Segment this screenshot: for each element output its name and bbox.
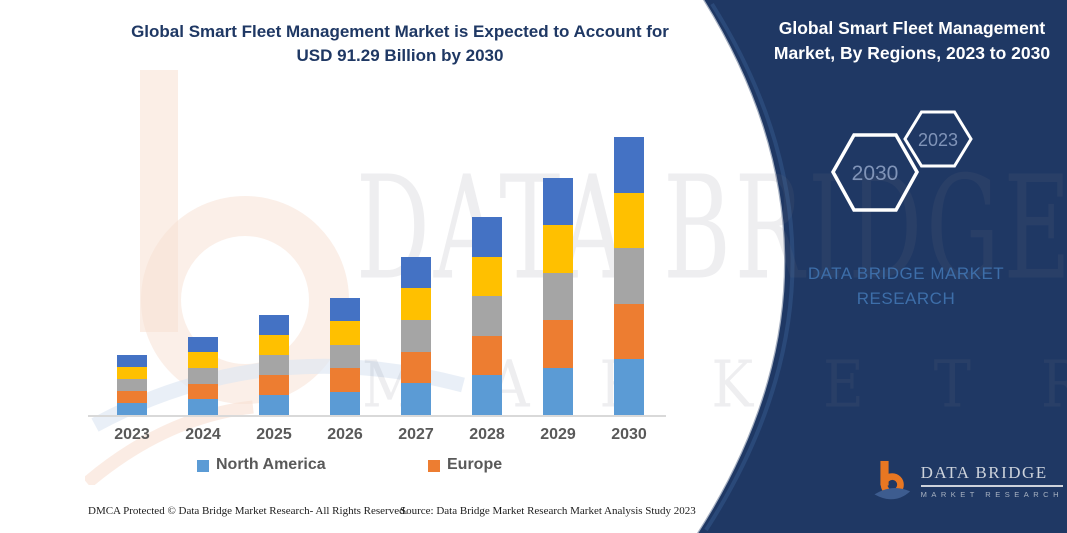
hexagon-2030-label: 2030 — [852, 162, 899, 185]
bar-segment-North America — [543, 367, 573, 415]
x-axis-label-2025: 2025 — [256, 426, 292, 443]
plot-area — [88, 130, 666, 417]
bar-segment-North America — [188, 399, 218, 415]
bar-segment-region-4 — [472, 256, 502, 297]
logo-name: DATA BRIDGE — [920, 463, 1063, 487]
bar-2024 — [188, 336, 218, 415]
legend-swatch-europe — [428, 459, 440, 472]
bar-segment-region-3 — [188, 367, 218, 384]
bar-segment-region-3 — [614, 248, 644, 304]
bar-segment-region-5 — [117, 354, 147, 367]
logo-subtitle: MARKET RESEARCH — [920, 490, 1063, 499]
legend-label-north-america: North America — [216, 456, 326, 473]
bar-segment-region-4 — [259, 335, 289, 355]
dmca-notice: DMCA Protected © Data Bridge Market Rese… — [88, 505, 408, 517]
bar-2030 — [614, 137, 644, 415]
bar-segment-region-5 — [259, 315, 289, 335]
x-axis-labels: 2023 2024 2025 2026 2027 2028 2029 2030 — [88, 420, 666, 448]
x-axis-label-2024: 2024 — [185, 426, 221, 443]
bar-segment-region-3 — [472, 296, 502, 336]
x-axis-label-2027: 2027 — [398, 426, 434, 443]
panel-inner-curve — [704, 2, 795, 532]
bar-segment-Europe — [117, 390, 147, 403]
bar-segment-region-5 — [401, 256, 431, 289]
bar-segment-North America — [117, 402, 147, 415]
bar-segment-region-5 — [614, 137, 644, 193]
bar-segment-region-3 — [259, 355, 289, 375]
bar-2026 — [330, 297, 360, 415]
bar-segment-region-3 — [401, 319, 431, 352]
bar-segment-region-4 — [614, 192, 644, 249]
bar-segment-region-5 — [188, 336, 218, 353]
bar-2028 — [472, 217, 502, 415]
legend-item-europe: Europe — [428, 456, 502, 474]
bar-segment-Europe — [259, 375, 289, 395]
side-panel-brand-text: DATA BRIDGE MARKET RESEARCH — [790, 262, 1022, 311]
bar-segment-region-5 — [330, 297, 360, 321]
bar-segment-Europe — [543, 320, 573, 368]
bar-2023 — [117, 354, 147, 415]
hexagon-2023 — [903, 110, 973, 168]
bar-segment-region-4 — [330, 321, 360, 345]
bar-segment-Europe — [188, 383, 218, 400]
side-panel-title: Global Smart Fleet Management Market, By… — [773, 18, 1051, 63]
bar-segment-Europe — [472, 335, 502, 376]
bar-2027 — [401, 256, 431, 415]
panel-edge-highlight — [695, 0, 786, 533]
bar-segment-North America — [472, 375, 502, 415]
bar-segment-region-4 — [188, 352, 218, 368]
bar-segment-region-4 — [401, 288, 431, 320]
bar-segment-region-5 — [472, 217, 502, 257]
databridge-logo: DATA BRIDGE MARKET RESEARCH — [873, 452, 1063, 510]
bar-segment-Europe — [401, 351, 431, 384]
legend-label-europe: Europe — [447, 456, 503, 473]
bar-segment-region-4 — [543, 225, 573, 273]
bar-segment-region-3 — [543, 272, 573, 320]
hexagon-2023-label: 2023 — [918, 130, 958, 150]
bar-2025 — [259, 315, 289, 415]
x-axis-label-2023: 2023 — [114, 426, 150, 443]
chart-title-line1: Global Smart Fleet Management Market is … — [131, 22, 669, 41]
brand-text-line2: RESEARCH — [856, 288, 956, 308]
databridge-logo-text: DATA BRIDGE MARKET RESEARCH — [920, 463, 1063, 499]
bar-segment-North America — [259, 395, 289, 415]
bar-segment-North America — [614, 359, 644, 415]
databridge-logo-icon — [874, 460, 911, 500]
brand-text-line1: DATA BRIDGE MARKET — [807, 264, 1005, 283]
bar-2029 — [543, 177, 573, 415]
bar-segment-Europe — [330, 368, 360, 392]
chart-title-line2: USD 91.29 Billion by 2030 — [296, 46, 504, 66]
x-axis-label-2030: 2030 — [611, 426, 647, 443]
hexagon-badges: 2030 2023 — [830, 110, 973, 212]
bar-segment-region-3 — [117, 378, 147, 391]
bar-segment-Europe — [614, 303, 644, 360]
bar-segment-region-5 — [543, 177, 573, 225]
bar-segment-region-4 — [117, 366, 147, 379]
chart-title: Global Smart Fleet Management Market is … — [55, 20, 745, 68]
hexagon-2030 — [830, 133, 920, 212]
source-note: Source: Data Bridge Market Research Mark… — [400, 505, 696, 517]
x-axis-label-2029: 2029 — [540, 426, 576, 443]
x-axis-label-2028: 2028 — [469, 426, 505, 443]
bar-segment-North America — [401, 383, 431, 415]
bar-segment-region-3 — [330, 344, 360, 368]
legend-item-north-america: North America — [197, 456, 326, 474]
navy-panel-shape — [697, 0, 1067, 533]
legend-swatch-north-america — [197, 459, 209, 472]
bar-segment-North America — [330, 391, 360, 415]
x-axis-label-2026: 2026 — [327, 426, 363, 443]
